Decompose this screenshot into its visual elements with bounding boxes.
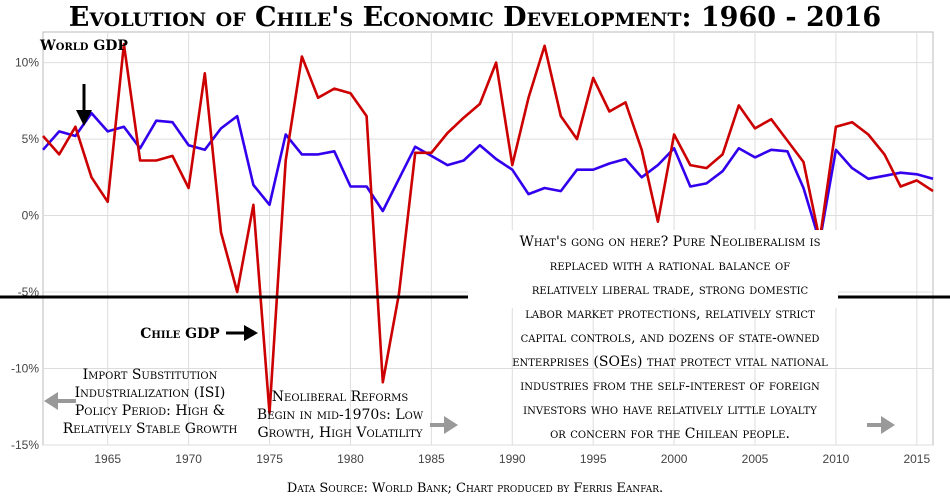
text-box-background xyxy=(468,230,838,308)
chile-gdp-arrow xyxy=(226,325,258,341)
chile-gdp-label: Chile GDP xyxy=(140,326,220,342)
explanation-line: investors who have relatively little loy… xyxy=(523,402,817,418)
chile-gdp-line xyxy=(42,42,934,415)
explanation-line: relatively liberal trade, strong domesti… xyxy=(532,282,809,298)
explanation-text: What's gong on here? Pure Neoliberalism … xyxy=(512,234,828,442)
isi-line: Relatively Stable Growth xyxy=(63,421,238,437)
explanation-line: labor market protections, relatively str… xyxy=(525,306,815,322)
neo-line: Begin in mid-1970s: Low xyxy=(257,407,424,423)
series-lines xyxy=(42,42,934,415)
explanation-line: What's gong on here? Pure Neoliberalism … xyxy=(520,234,821,250)
y-tick-label: 10% xyxy=(15,56,39,70)
x-tick-label: 1985 xyxy=(418,452,445,466)
neo-line: Neoliberal Reforms xyxy=(272,389,409,405)
chart-title: Evolution of Chile's Economic Developmen… xyxy=(69,2,881,33)
neo-line: Growth, High Volatility xyxy=(258,425,423,441)
neoliberal-annotation: Neoliberal Reforms Begin in mid-1970s: L… xyxy=(257,389,424,441)
isi-line: Industrialization (ISI) xyxy=(75,385,226,401)
isi-annotation: Import Substitution Industrialization (I… xyxy=(63,367,238,437)
explanation-line: industries from the self-interest of for… xyxy=(520,378,820,394)
x-tick-label: 1965 xyxy=(94,452,121,466)
isi-line: Policy Period: High & xyxy=(75,403,225,419)
world-gdp-line xyxy=(42,111,934,243)
y-tick-label: -15% xyxy=(11,438,39,452)
y-tick-label: 5% xyxy=(22,132,40,146)
source-note: Data Source: World Bank; Chart produced … xyxy=(287,481,663,496)
x-tick-label: 2015 xyxy=(903,452,930,466)
isi-line: Import Substitution xyxy=(83,367,218,383)
x-tick-label: 2010 xyxy=(823,452,850,466)
x-tick-label: 1975 xyxy=(256,452,283,466)
explanation-line: capital controls, and dozens of state-ow… xyxy=(521,330,820,346)
box-right-arrow xyxy=(867,416,895,434)
world-gdp-arrow xyxy=(76,84,92,126)
x-tick-label: 2000 xyxy=(661,452,688,466)
x-tick-label: 2005 xyxy=(742,452,769,466)
x-tick-label: 1990 xyxy=(499,452,526,466)
explanation-line: or concern for the Chilean people. xyxy=(550,426,790,442)
isi-left-arrow xyxy=(44,392,76,410)
neoliberal-right-arrow xyxy=(430,416,458,434)
x-tick-label: 1995 xyxy=(580,452,607,466)
world-gdp-label: World GDP xyxy=(39,38,128,54)
y-tick-label: -10% xyxy=(11,362,39,376)
explanation-line: enterprises (SOEs) that protect vital na… xyxy=(512,354,828,370)
x-tick-label: 1970 xyxy=(175,452,202,466)
x-tick-label: 1980 xyxy=(337,452,364,466)
explanation-line: replaced with a rational balance of xyxy=(550,258,790,274)
y-tick-label: 0% xyxy=(22,209,40,223)
